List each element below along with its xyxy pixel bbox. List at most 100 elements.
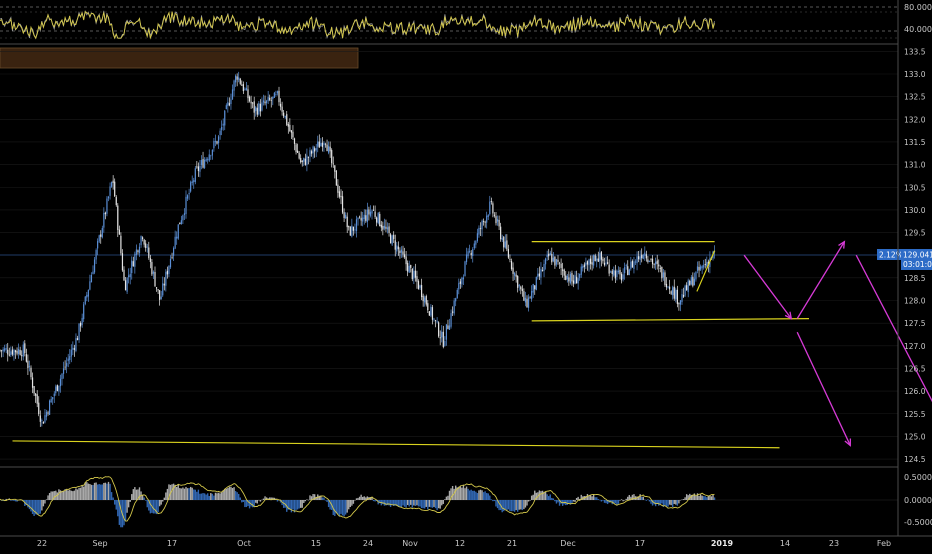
macd-bar [171, 484, 172, 500]
macd-bar [112, 497, 113, 500]
macd-bar [128, 500, 129, 507]
macd-bar [669, 500, 670, 505]
candle-body [633, 261, 634, 269]
macd-bar [412, 500, 413, 508]
macd-bar [78, 488, 79, 500]
candle-body [116, 197, 117, 205]
candle-body [184, 213, 185, 215]
macd-bar [27, 500, 28, 507]
candle-body [387, 227, 388, 229]
macd-bar [325, 500, 326, 501]
macd-bar [204, 493, 205, 500]
candle-body [328, 146, 329, 152]
macd-bar [670, 500, 671, 505]
macd-bar [41, 500, 42, 510]
candle-body [685, 286, 686, 296]
macd-bar [212, 494, 213, 500]
candle-body [681, 294, 682, 302]
macd-bar [74, 491, 75, 500]
candle-body [399, 251, 400, 253]
candle-body [179, 223, 180, 225]
macd-bar [458, 487, 459, 500]
candle-body [432, 307, 433, 320]
candle-body [667, 287, 668, 288]
candle-body [623, 274, 624, 278]
candle-body [426, 296, 427, 305]
macd-bar [33, 500, 34, 516]
candle-body [204, 160, 205, 168]
candle-body [664, 272, 665, 284]
candle-body [283, 113, 284, 117]
macd-bar [512, 500, 513, 511]
macd-bar [714, 497, 715, 500]
x-label-17: 17 [167, 539, 177, 548]
candle-body [627, 266, 628, 275]
candle-body [46, 412, 47, 417]
candle-body [85, 297, 86, 305]
macd-bar [255, 500, 256, 503]
candle-body [37, 394, 38, 403]
candle-body [274, 93, 275, 98]
candle-body [60, 379, 61, 386]
candle-body [292, 132, 293, 138]
candle-body [381, 225, 382, 228]
candle-body [382, 226, 383, 230]
macd-bar [449, 491, 450, 500]
macd-bar [488, 493, 489, 500]
candle-body [41, 420, 42, 421]
candle-body [353, 227, 354, 231]
macd-bar [165, 492, 166, 500]
macd-bar [515, 500, 516, 510]
macd-bar [474, 491, 475, 500]
candle-body [641, 255, 642, 259]
macd-bar [201, 494, 202, 500]
candle-body [134, 254, 135, 267]
candle-body [54, 394, 55, 397]
candle-body [483, 221, 484, 222]
macd-bar [573, 500, 574, 501]
candle-body [567, 276, 568, 279]
candle-body [616, 271, 617, 277]
macd-bar [85, 482, 86, 500]
macd-bar [323, 497, 324, 500]
candle-body [130, 274, 131, 277]
macd-bar [402, 500, 403, 505]
candle-body [24, 343, 25, 353]
candle-body [568, 277, 569, 281]
candle-body [474, 244, 475, 249]
candle-body [565, 275, 566, 279]
candle-body [367, 210, 368, 222]
macd-bar [639, 494, 640, 500]
macd-bar [89, 484, 90, 500]
macd-bar [709, 496, 710, 500]
candle-body [49, 401, 50, 415]
candle-body [593, 255, 594, 265]
candle-body [601, 252, 602, 260]
macd-bar [472, 491, 473, 500]
macd-bar [461, 488, 462, 500]
macd-bar [109, 484, 110, 500]
x-label-21: 21 [507, 539, 517, 548]
candle-body [551, 254, 552, 262]
macd-bar [599, 500, 600, 501]
candle-body [435, 320, 436, 321]
macd-bar [407, 500, 408, 505]
candle-body [38, 403, 39, 415]
candle-body [663, 272, 664, 277]
candle-body [289, 125, 290, 131]
candle-body [618, 271, 619, 272]
candle-body [122, 253, 123, 270]
candle-body [330, 147, 331, 152]
candle-body [92, 272, 93, 275]
candle-body [450, 313, 451, 327]
macd-bar [526, 500, 527, 506]
candle-body [378, 213, 379, 223]
macd-bar [413, 500, 414, 505]
x-label-2019: 2019 [711, 539, 734, 548]
x-label-22: 22 [37, 539, 47, 548]
candle-body [123, 270, 124, 281]
candle-body [127, 278, 128, 292]
macd-bar [419, 500, 420, 507]
candle-body [71, 350, 72, 357]
